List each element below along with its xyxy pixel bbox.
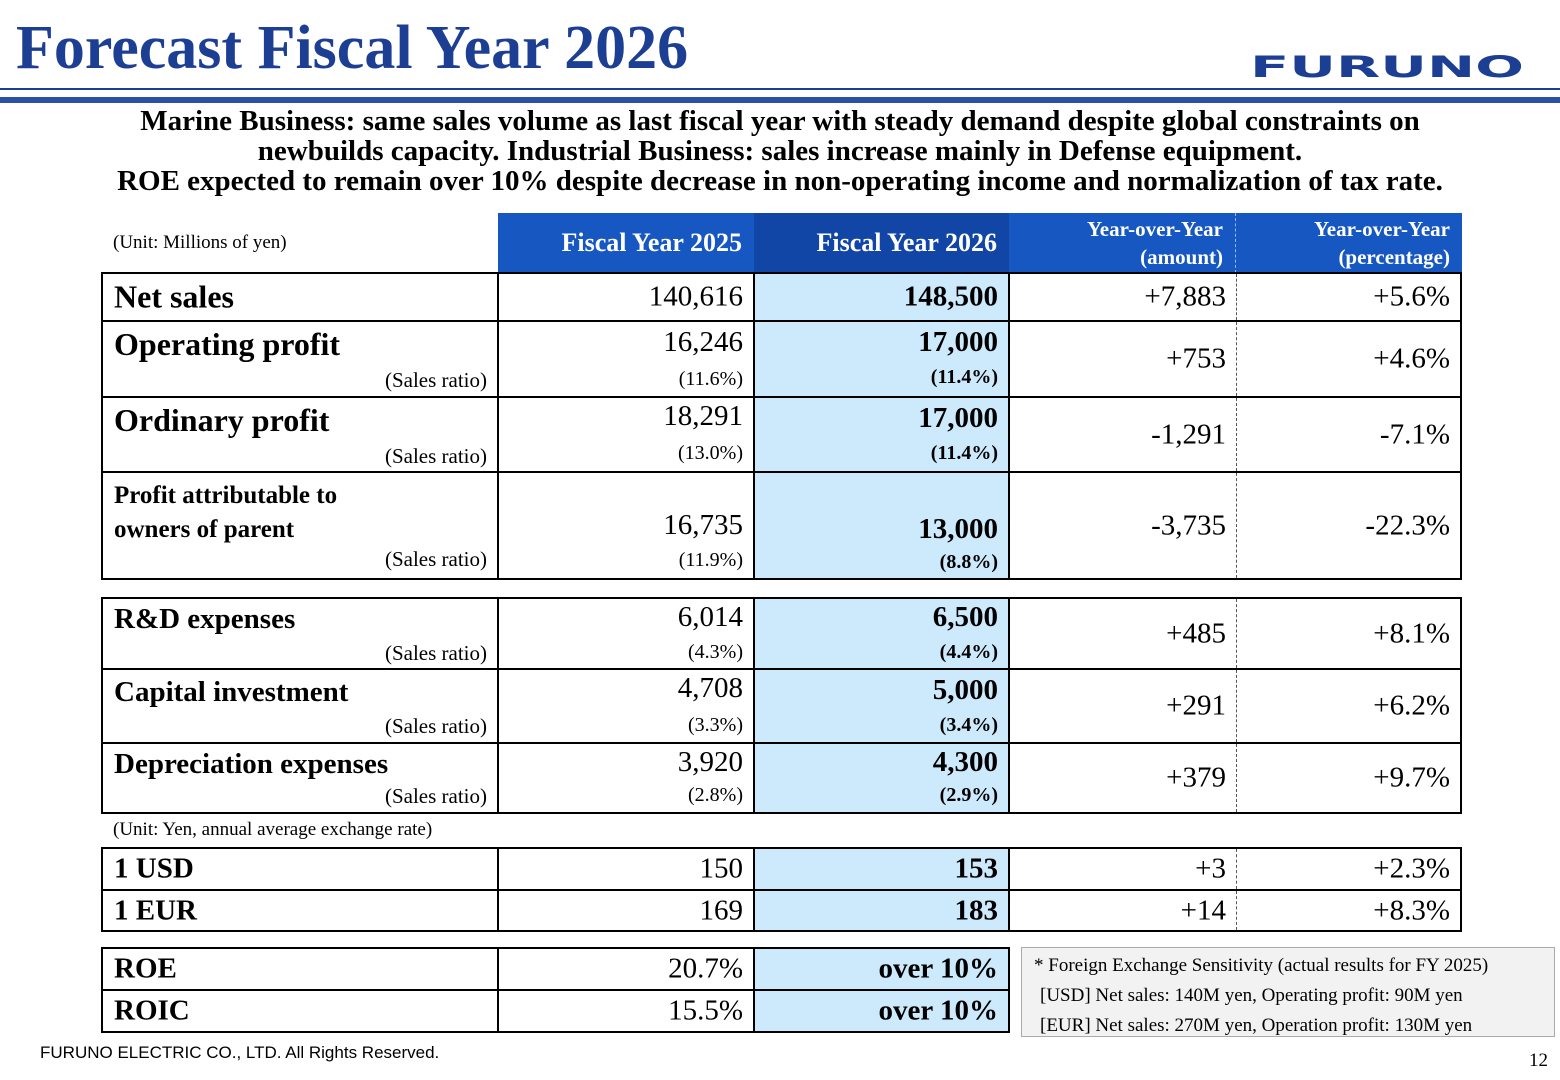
sales-ratio-label: (Sales ratio) <box>384 368 487 392</box>
sales-ratio-label: (Sales ratio) <box>384 714 487 738</box>
value-yoy-amount: +379 <box>1166 761 1226 794</box>
table-row: Profit attributable to owners of parent (… <box>103 473 1460 578</box>
ratio-fy2025: (11.6%) <box>678 368 743 390</box>
ratio-fy2026: (4.4%) <box>939 641 998 663</box>
value-yoy-pct: +6.2% <box>1373 689 1450 722</box>
header-yoy-percentage: Year-over-Year (percentage) <box>1236 213 1462 273</box>
value-yoy-amount: +753 <box>1166 342 1226 375</box>
ratio-fy2025: (11.9%) <box>678 549 743 571</box>
row-label: 1 EUR <box>114 894 197 926</box>
row-label: 1 USD <box>114 852 194 885</box>
row-label: R&D expenses <box>114 603 296 635</box>
row-label: Net sales <box>114 278 234 315</box>
value-yoy-pct: +2.3% <box>1373 852 1450 885</box>
value-yoy-amount: +7,883 <box>1144 280 1226 313</box>
header-fy2025: Fiscal Year 2025 <box>498 213 754 273</box>
row-label: Ordinary profit <box>114 402 330 438</box>
table-row: Net sales 140,616 148,500 +7,883 +5.6% <box>103 274 1460 322</box>
value-fy2026: 183 <box>954 894 999 926</box>
value-yoy-pct: -22.3% <box>1365 509 1450 541</box>
sales-ratio-label: (Sales ratio) <box>384 641 487 665</box>
row-label: ROE <box>114 952 177 985</box>
ratio-fy2026: (11.4%) <box>930 366 998 388</box>
value-yoy-amount: +291 <box>1166 689 1226 722</box>
value-fy2026: over 10% <box>878 994 998 1027</box>
row-label: Depreciation expenses <box>114 748 389 780</box>
value-yoy-pct: +5.6% <box>1373 280 1450 313</box>
value-fy2026: 17,000 <box>918 402 998 434</box>
furuno-logo: FURUNO <box>1248 50 1526 85</box>
svg-text:FURUNO: FURUNO <box>1250 52 1524 80</box>
ratio-fy2025: (13.0%) <box>678 442 743 464</box>
value-fy2025: 16,735 <box>663 509 743 541</box>
header-yoy-amount: Year-over-Year (amount) <box>1009 213 1236 273</box>
table-row: R&D expenses (Sales ratio) 6,014 (4.3%) … <box>103 599 1460 670</box>
profit-table: Net sales 140,616 148,500 +7,883 +5.6% O… <box>101 272 1462 580</box>
value-yoy-pct: -7.1% <box>1379 418 1450 450</box>
sales-ratio-label: (Sales ratio) <box>384 444 487 468</box>
value-fy2026: over 10% <box>878 952 998 985</box>
page-title: Forecast Fiscal Year 2026 <box>16 14 689 82</box>
value-fy2026: 5,000 <box>932 674 998 706</box>
value-yoy-pct: +9.7% <box>1373 761 1450 794</box>
value-yoy-amount: +3 <box>1195 852 1226 885</box>
header-rule-thick <box>0 97 1560 103</box>
page-number: 12 <box>1529 1050 1548 1071</box>
ratio-fy2026: (8.8%) <box>939 551 998 573</box>
row-label: Profit attributable to owners of parent <box>114 482 338 543</box>
value-fy2025: 18,291 <box>663 400 743 432</box>
unit-label: (Unit: Millions of yen) <box>113 232 287 253</box>
value-fy2026: 17,000 <box>918 326 998 358</box>
copyright-footer: FURUNO ELECTRIC CO., LTD. All Rights Res… <box>40 1043 440 1062</box>
value-yoy-pct: +4.6% <box>1373 342 1450 375</box>
value-fy2026: 153 <box>954 852 999 885</box>
header-fy2026: Fiscal Year 2026 <box>754 213 1009 273</box>
ratio-fy2025: (2.8%) <box>688 784 743 806</box>
sales-ratio-label: (Sales ratio) <box>384 784 487 808</box>
ratio-fy2026: (2.9%) <box>939 784 998 806</box>
value-fy2025: 140,616 <box>648 280 743 313</box>
value-fy2025: 3,920 <box>677 746 743 778</box>
value-fy2026: 6,500 <box>932 601 998 633</box>
table-row: Capital investment (Sales ratio) 4,708 (… <box>103 670 1460 744</box>
summary-text: Marine Business: same sales volume as la… <box>117 105 1443 197</box>
ratio-fy2026: (11.4%) <box>930 442 998 464</box>
value-yoy-amount: +14 <box>1180 894 1226 926</box>
unit-label-fx: (Unit: Yen, annual average exchange rate… <box>113 819 433 840</box>
table-row: ROIC 15.5% over 10% <box>103 991 1008 1031</box>
exchange-rate-table: 1 USD 150 153 +3 +2.3% 1 EUR 169 183 +14… <box>101 847 1462 932</box>
value-fy2025: 169 <box>699 894 744 926</box>
table-row: ROE 20.7% over 10% <box>103 949 1008 991</box>
expenses-table: R&D expenses (Sales ratio) 6,014 (4.3%) … <box>101 597 1462 814</box>
value-fy2025: 4,708 <box>677 672 743 704</box>
row-label: Operating profit <box>114 326 341 362</box>
value-yoy-amount: -3,735 <box>1151 509 1226 541</box>
sales-ratio-label: (Sales ratio) <box>384 547 487 571</box>
table-row: 1 USD 150 153 +3 +2.3% <box>103 849 1460 891</box>
table-row: Ordinary profit (Sales ratio) 18,291 (13… <box>103 398 1460 473</box>
value-yoy-pct: +8.1% <box>1373 617 1450 649</box>
value-fy2025: 6,014 <box>677 601 743 633</box>
value-yoy-amount: +485 <box>1166 617 1226 649</box>
row-label: Capital investment <box>114 676 349 708</box>
value-fy2025: 20.7% <box>668 952 743 985</box>
value-fy2026: 4,300 <box>932 746 998 778</box>
table-row: Depreciation expenses (Sales ratio) 3,92… <box>103 744 1460 812</box>
header-rule-thin <box>0 88 1560 90</box>
ratio-fy2026: (3.4%) <box>939 714 998 736</box>
value-yoy-pct: +8.3% <box>1373 894 1450 926</box>
ratio-fy2025: (3.3%) <box>688 714 743 736</box>
return-table: ROE 20.7% over 10% ROIC 15.5% over 10% <box>101 947 1010 1033</box>
table-row: Operating profit (Sales ratio) 16,246 (1… <box>103 322 1460 398</box>
value-fy2026: 13,000 <box>918 513 998 545</box>
value-fy2026: 148,500 <box>903 280 998 313</box>
value-fy2025: 15.5% <box>668 994 743 1027</box>
value-fy2025: 16,246 <box>663 326 743 358</box>
value-yoy-amount: -1,291 <box>1151 418 1226 450</box>
row-label: ROIC <box>114 994 190 1027</box>
value-fy2025: 150 <box>699 852 744 885</box>
table-row: 1 EUR 169 183 +14 +8.3% <box>103 891 1460 930</box>
fx-sensitivity-note: * Foreign Exchange Sensitivity (actual r… <box>1021 947 1555 1037</box>
ratio-fy2025: (4.3%) <box>688 641 743 663</box>
